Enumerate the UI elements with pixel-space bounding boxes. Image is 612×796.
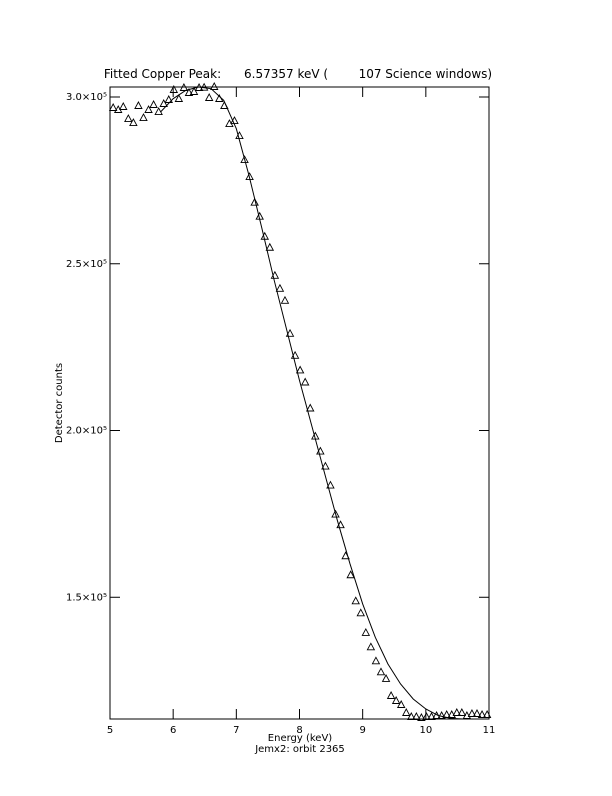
x-tick-label: 8 [296, 725, 302, 736]
data-point [139, 113, 148, 121]
data-point [108, 103, 118, 111]
data-point [204, 93, 214, 101]
data-point [285, 328, 295, 337]
data-point [457, 708, 467, 716]
data-point [467, 709, 477, 717]
data-point [280, 295, 290, 304]
x-tick-label: 11 [483, 725, 496, 736]
x-tick-label: 6 [170, 725, 176, 736]
x-tick-label: 5 [107, 725, 113, 736]
data-point [295, 365, 305, 374]
data-point [376, 667, 386, 676]
data-point [300, 377, 310, 386]
data-point [477, 710, 487, 718]
data-point [321, 461, 330, 470]
data-point [381, 674, 391, 682]
data-point [179, 83, 189, 91]
data-point [275, 283, 285, 292]
data-point [472, 709, 482, 717]
subtitle: Jemx2: orbit 2365 [254, 744, 345, 755]
data-point [209, 82, 219, 90]
data-point [199, 82, 209, 91]
data-point [149, 100, 158, 108]
data-point [124, 114, 133, 122]
x-tick-label: 9 [359, 725, 365, 736]
data-point [371, 656, 381, 665]
y-tick-label: 2.5×10⁵ [66, 259, 107, 270]
data-point [437, 711, 446, 719]
data-point [265, 242, 275, 251]
data-point [189, 87, 199, 95]
data-point [482, 710, 492, 718]
data-point [366, 642, 376, 651]
data-point [250, 197, 259, 206]
x-tick-label: 7 [233, 725, 239, 736]
data-point [351, 596, 360, 605]
data-point [361, 628, 371, 636]
data-point [407, 712, 416, 720]
data-point [154, 107, 163, 115]
data-point [144, 105, 153, 113]
data-point [164, 95, 173, 103]
data-point [134, 101, 143, 109]
data-point [386, 691, 396, 699]
data-point [169, 85, 179, 93]
data-point [184, 88, 194, 96]
data-point [326, 480, 335, 489]
data-point [129, 118, 138, 126]
fit-line [160, 86, 489, 720]
data-point [346, 570, 355, 579]
x-tick-label: 10 [419, 725, 432, 736]
data-point [119, 102, 128, 110]
data-point [412, 712, 421, 720]
data-point [452, 708, 462, 716]
data-point [159, 99, 168, 107]
chart-title: Fitted Copper Peak: 6.57357 keV ( 107 Sc… [104, 67, 492, 81]
data-point [391, 696, 401, 704]
data-point [305, 403, 315, 412]
data-point [427, 712, 436, 720]
data-point [331, 509, 340, 518]
data-point [401, 708, 411, 716]
data-point [174, 94, 184, 102]
y-tick-label: 3.0×10⁵ [66, 92, 107, 103]
data-point [422, 712, 431, 720]
x-axis-label: Energy (keV) [268, 733, 333, 744]
y-tick-label: 1.5×10⁵ [66, 592, 107, 603]
data-point [417, 713, 426, 721]
data-point [396, 700, 406, 708]
data-point [240, 155, 249, 163]
y-tick-label: 2.0×10⁵ [66, 426, 107, 437]
y-axis-label: Detector counts [54, 363, 65, 443]
data-point [356, 608, 366, 617]
